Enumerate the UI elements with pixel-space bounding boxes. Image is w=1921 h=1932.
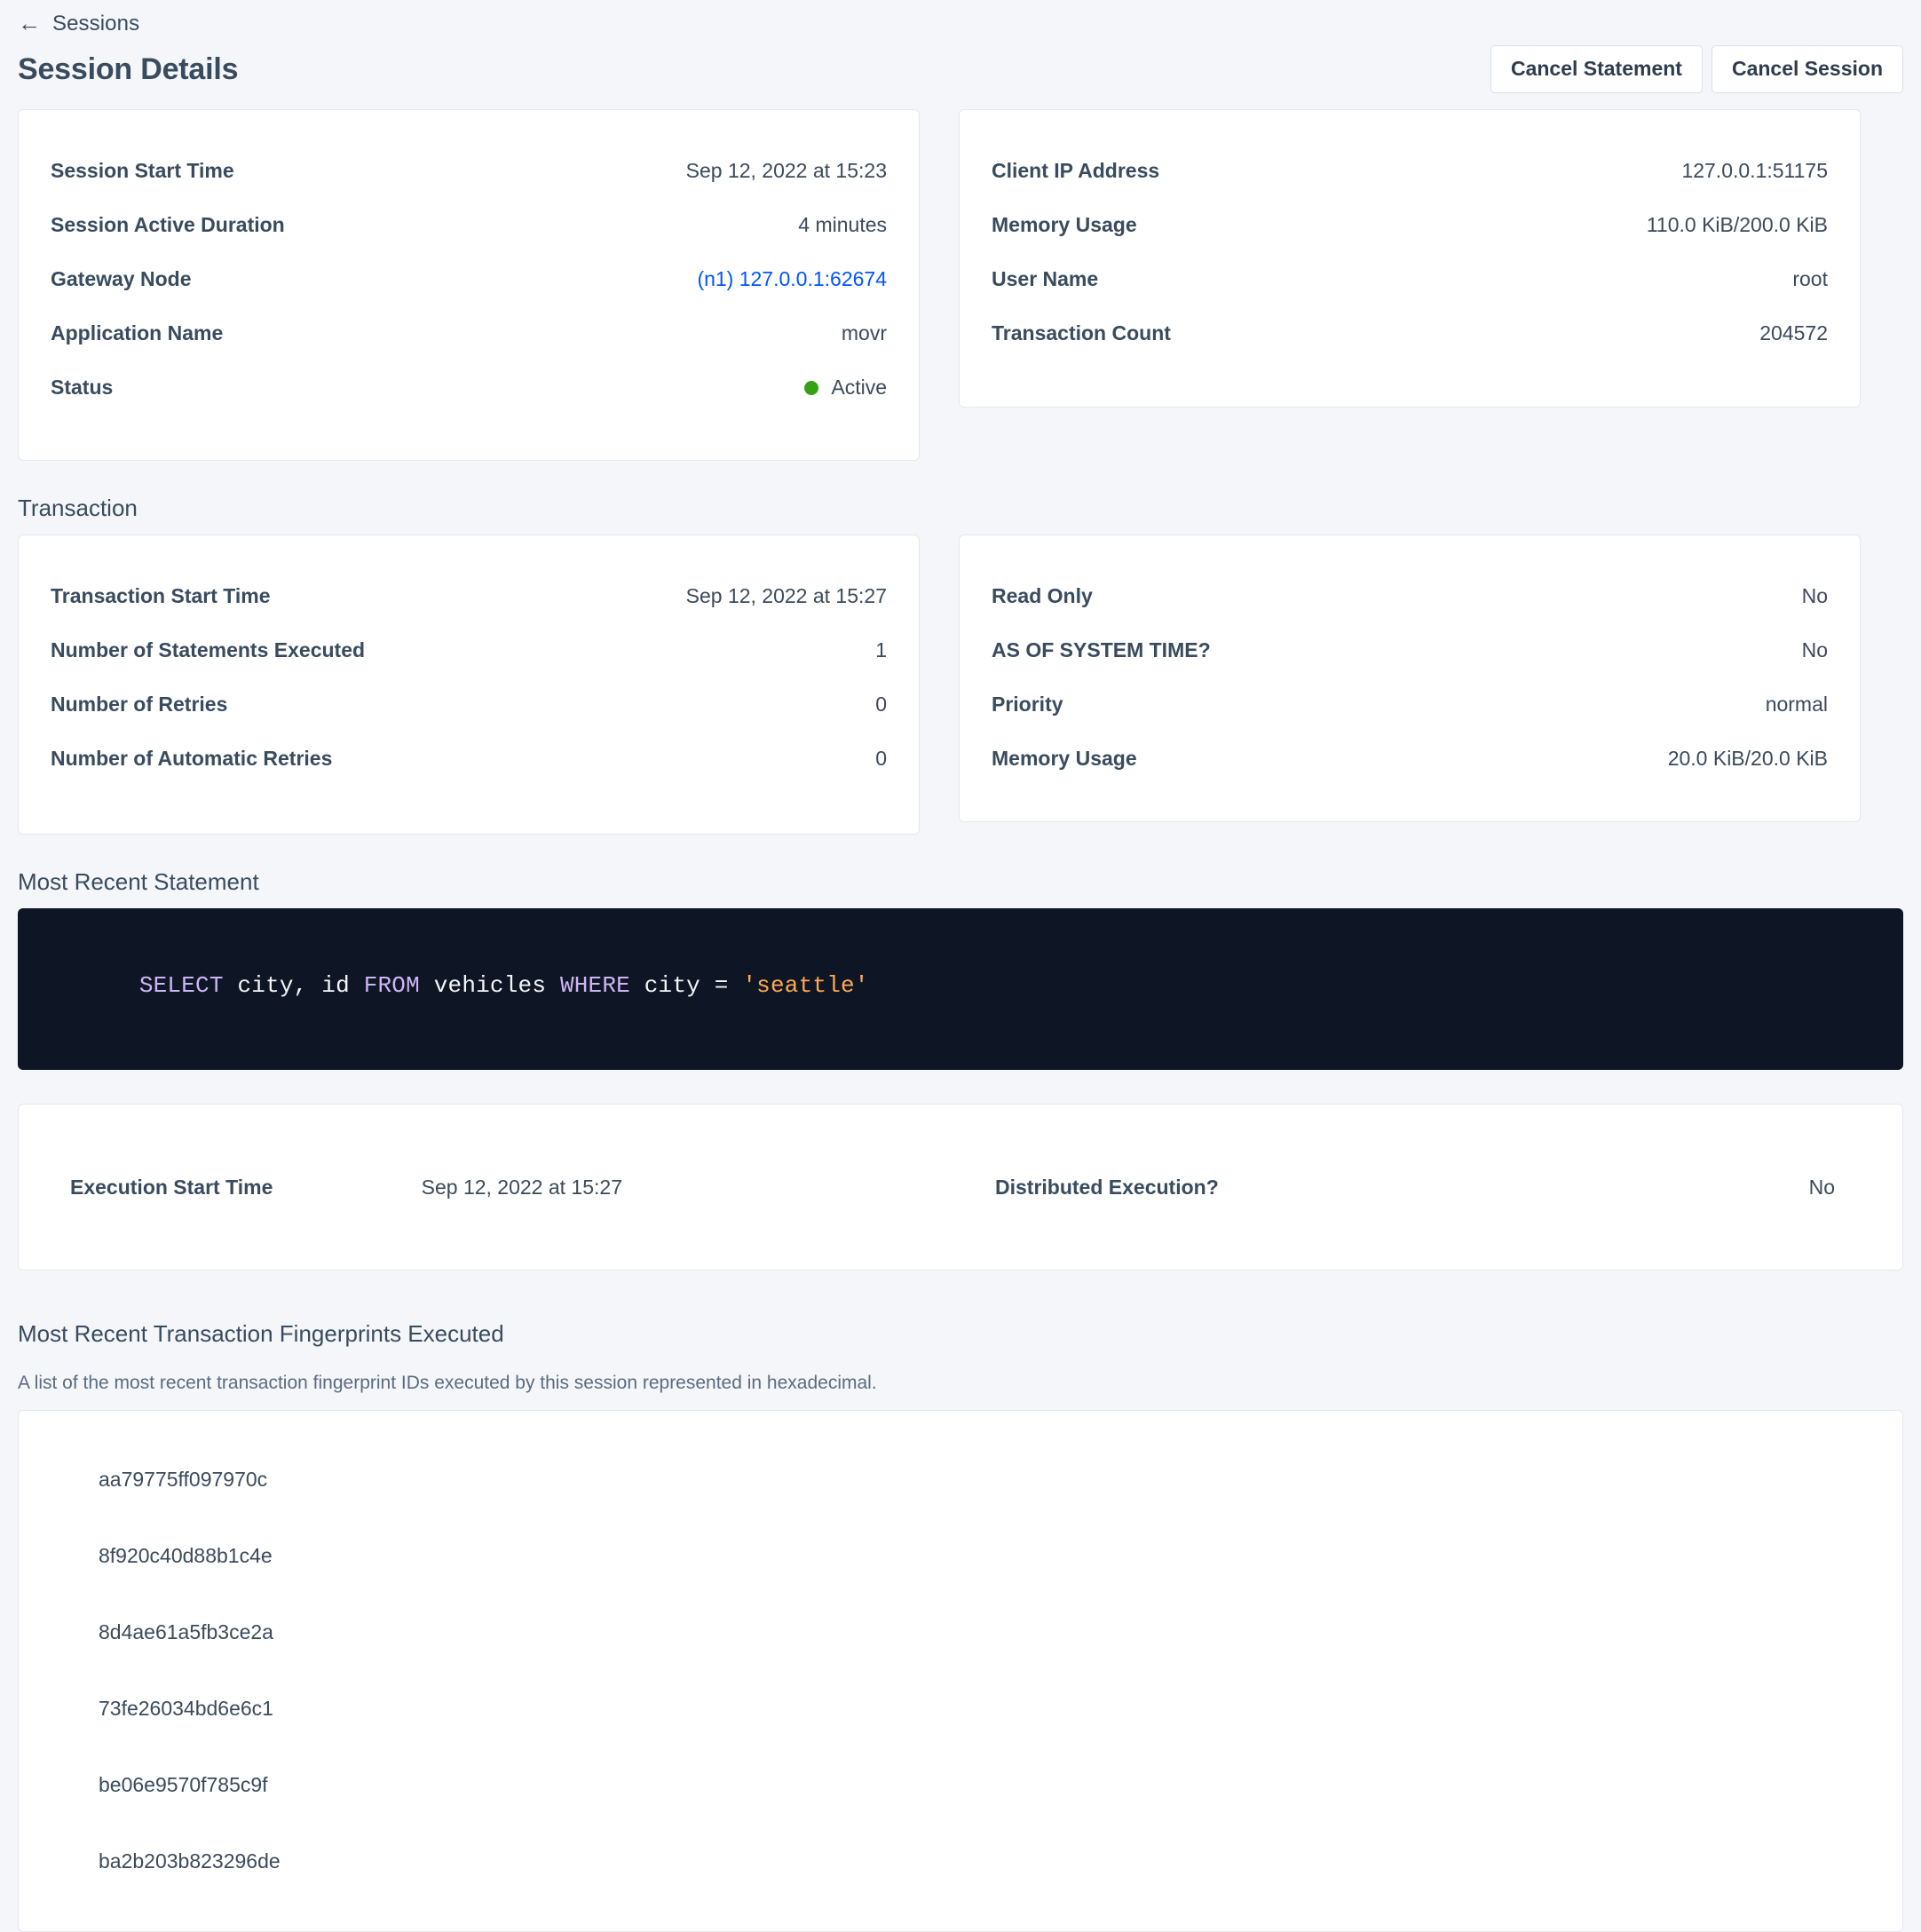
row-application-name: Application Name movr	[51, 306, 887, 360]
session-right-column: Client IP Address 127.0.0.1:51175 Memory…	[959, 109, 1861, 408]
header-actions: Cancel Statement Cancel Session	[1490, 45, 1903, 93]
execution-details-card: Execution Start Time Sep 12, 2022 at 15:…	[18, 1104, 1903, 1271]
value-execution-start-time: Sep 12, 2022 at 15:27	[421, 1175, 622, 1199]
row-distributed-execution: Distributed Execution? No	[995, 1105, 1886, 1270]
value-memory-usage: 110.0 KiB/200.0 KiB	[1646, 213, 1828, 236]
session-connection-card: Client IP Address 127.0.0.1:51175 Memory…	[959, 109, 1861, 408]
list-item[interactable]: 8f920c40d88b1c4e	[99, 1543, 273, 1567]
row-number-of-retries: Number of Retries 0	[51, 677, 887, 732]
label-automatic-retries: Number of Automatic Retries	[51, 747, 333, 770]
session-left-column: Session Start Time Sep 12, 2022 at 15:23…	[18, 109, 920, 461]
arrow-left-icon: ←	[18, 10, 41, 36]
list-item[interactable]: 73fe26034bd6e6c1	[99, 1696, 273, 1720]
row-memory-usage: Memory Usage 110.0 KiB/200.0 KiB	[992, 198, 1828, 252]
label-memory-usage: Memory Usage	[992, 213, 1137, 236]
session-overview-card: Session Start Time Sep 12, 2022 at 15:23…	[18, 109, 920, 461]
value-user-name: root	[1792, 267, 1828, 290]
row-session-start-time: Session Start Time Sep 12, 2022 at 15:23	[51, 144, 887, 198]
value-transaction-memory-usage: 20.0 KiB/20.0 KiB	[1667, 747, 1828, 770]
page-header: Session Details Cancel Statement Cancel …	[18, 41, 1903, 98]
value-session-start-time: Sep 12, 2022 at 15:23	[685, 159, 887, 182]
label-statements-executed: Number of Statements Executed	[51, 638, 366, 661]
fingerprints-list-card: aa79775ff097970c 8f920c40d88b1c4e 8d4ae6…	[18, 1410, 1903, 1932]
row-execution-start-time: Execution Start Time Sep 12, 2022 at 15:…	[19, 1105, 995, 1270]
list-item[interactable]: be06e9570f785c9f	[99, 1772, 268, 1796]
row-gateway-node: Gateway Node (n1) 127.0.0.1:62674	[51, 252, 887, 306]
row-read-only: Read Only No	[992, 569, 1828, 623]
sql-statement-line: SELECT city, id FROM vehicles WHERE city…	[55, 946, 1903, 1025]
session-cards-grid: Session Start Time Sep 12, 2022 at 15:23…	[18, 109, 1903, 461]
value-priority: normal	[1765, 693, 1828, 716]
sql-token-string-literal: 'seattle'	[742, 972, 869, 999]
cancel-session-button[interactable]: Cancel Session	[1711, 45, 1903, 93]
value-as-of-system-time: No	[1801, 638, 1828, 661]
label-client-ip-address: Client IP Address	[992, 159, 1160, 182]
value-client-ip-address: 127.0.0.1:51175	[1681, 159, 1828, 182]
sql-token-predicate: city =	[629, 972, 743, 999]
label-session-active-duration: Session Active Duration	[51, 213, 285, 236]
label-application-name: Application Name	[51, 321, 224, 344]
sql-token-from: FROM	[363, 972, 420, 999]
statement-section-heading: Most Recent Statement	[18, 868, 259, 895]
status-badge: Active	[804, 376, 887, 400]
transaction-section-heading: Transaction	[18, 495, 138, 521]
label-distributed-execution: Distributed Execution?	[995, 1175, 1219, 1199]
transaction-stats-card: Transaction Start Time Sep 12, 2022 at 1…	[18, 534, 920, 835]
label-transaction-memory-usage: Memory Usage	[992, 747, 1137, 770]
sql-token-columns: city, id	[223, 972, 364, 999]
value-application-name: movr	[841, 321, 887, 344]
breadcrumb-label[interactable]: Sessions	[52, 12, 140, 36]
breadcrumb[interactable]: ← Sessions	[18, 0, 1903, 39]
sql-statement-block: SELECT city, id FROM vehicles WHERE city…	[18, 908, 1903, 1070]
row-transaction-start-time: Transaction Start Time Sep 12, 2022 at 1…	[51, 569, 887, 623]
row-status: Status Active	[51, 360, 887, 415]
value-distributed-execution: No	[1808, 1175, 1835, 1199]
row-transaction-memory-usage: Memory Usage 20.0 KiB/20.0 KiB	[992, 732, 1828, 786]
row-automatic-retries: Number of Automatic Retries 0	[51, 732, 887, 786]
transaction-settings-card: Read Only No AS OF SYSTEM TIME? No Prior…	[959, 534, 1861, 822]
sql-token-select: SELECT	[138, 972, 224, 999]
label-transaction-count: Transaction Count	[992, 321, 1171, 344]
label-priority: Priority	[992, 693, 1063, 716]
transaction-left-column: Transaction Start Time Sep 12, 2022 at 1…	[18, 534, 920, 835]
page-title: Session Details	[18, 51, 239, 86]
list-item[interactable]: ba2b203b823296de	[99, 1849, 281, 1873]
value-number-of-retries: 0	[875, 693, 887, 716]
fingerprints-description: A list of the most recent transaction fi…	[18, 1373, 877, 1393]
list-item[interactable]: 8d4ae61a5fb3ce2a	[99, 1619, 273, 1643]
value-read-only: No	[1801, 584, 1828, 607]
row-client-ip-address: Client IP Address 127.0.0.1:51175	[992, 144, 1828, 198]
label-number-of-retries: Number of Retries	[51, 693, 228, 716]
fingerprints-section-heading: Most Recent Transaction Fingerprints Exe…	[18, 1320, 504, 1347]
value-statements-executed: 1	[875, 638, 887, 661]
value-transaction-count: 204572	[1759, 321, 1828, 344]
label-session-start-time: Session Start Time	[51, 159, 234, 182]
list-item[interactable]: aa79775ff097970c	[99, 1467, 268, 1491]
label-gateway-node: Gateway Node	[51, 267, 192, 290]
row-priority: Priority normal	[992, 677, 1828, 732]
transaction-cards-grid: Transaction Start Time Sep 12, 2022 at 1…	[18, 534, 1903, 835]
label-status: Status	[51, 376, 114, 399]
row-session-active-duration: Session Active Duration 4 minutes	[51, 198, 887, 252]
transaction-right-column: Read Only No AS OF SYSTEM TIME? No Prior…	[959, 534, 1861, 822]
value-transaction-start-time: Sep 12, 2022 at 15:27	[685, 584, 887, 607]
status-dot-icon	[804, 380, 819, 395]
label-as-of-system-time: AS OF SYSTEM TIME?	[992, 638, 1211, 661]
cancel-statement-button[interactable]: Cancel Statement	[1490, 45, 1703, 93]
row-statements-executed: Number of Statements Executed 1	[51, 623, 887, 677]
label-read-only: Read Only	[992, 584, 1093, 607]
label-transaction-start-time: Transaction Start Time	[51, 584, 271, 607]
row-transaction-count: Transaction Count 204572	[992, 306, 1828, 360]
sql-token-table: vehicles	[419, 972, 560, 999]
value-session-active-duration: 4 minutes	[798, 213, 887, 236]
row-as-of-system-time: AS OF SYSTEM TIME? No	[992, 623, 1828, 677]
label-user-name: User Name	[992, 267, 1099, 290]
value-gateway-node-link[interactable]: (n1) 127.0.0.1:62674	[697, 267, 887, 290]
sql-token-where: WHERE	[559, 972, 630, 999]
value-status: Active	[831, 376, 887, 399]
value-automatic-retries: 0	[875, 747, 887, 770]
label-execution-start-time: Execution Start Time	[70, 1175, 273, 1199]
row-user-name: User Name root	[992, 252, 1828, 306]
